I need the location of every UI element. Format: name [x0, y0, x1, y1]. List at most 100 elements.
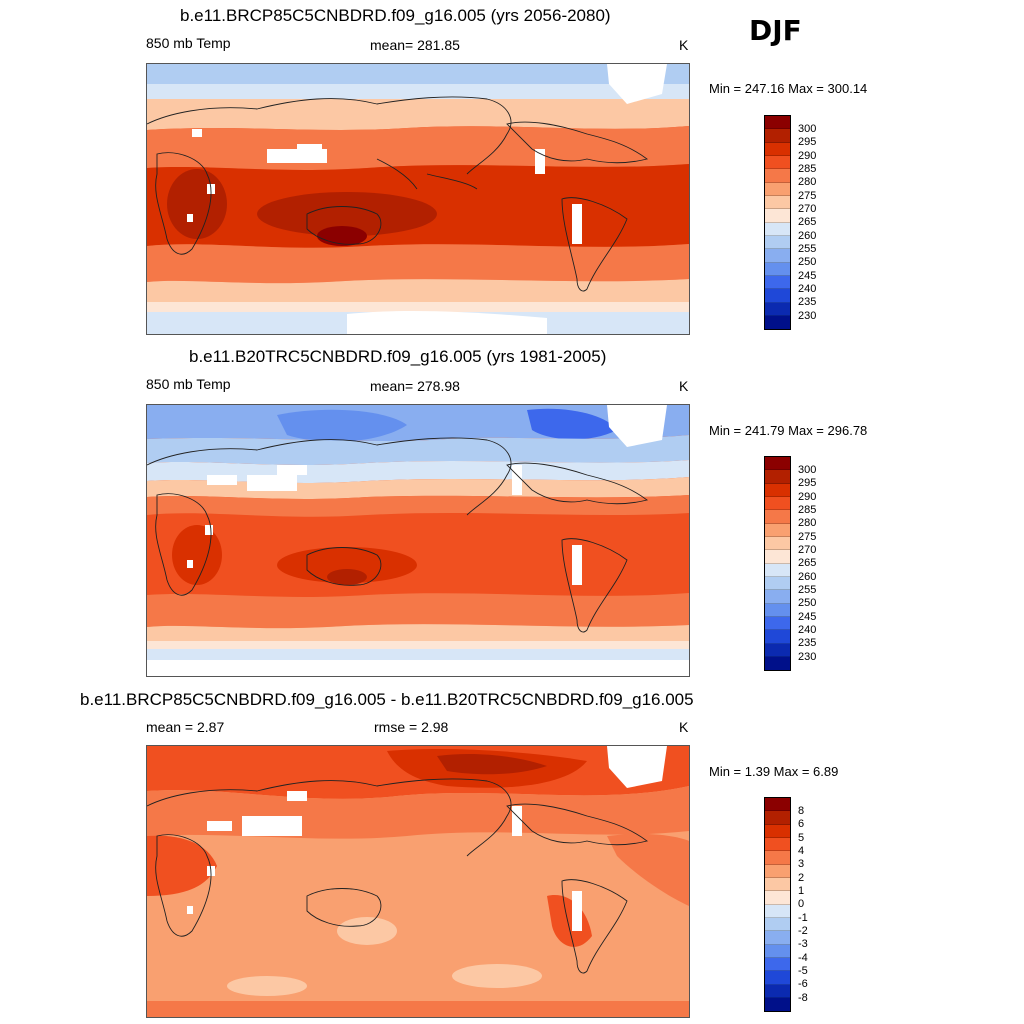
- panel-3-units-label: K: [679, 719, 689, 735]
- colorbar-tick-label: 290: [798, 150, 817, 162]
- colorbar-tick-label: 265: [798, 557, 817, 569]
- colorbar-swatch: [765, 315, 790, 330]
- colorbar-tick-label: 285: [798, 504, 817, 516]
- colorbar-swatch: [765, 275, 790, 290]
- colorbar-tick-label: 6: [798, 818, 805, 830]
- colorbar-tick-label: -5: [798, 965, 808, 977]
- colorbar-tick-label: 275: [798, 531, 817, 543]
- colorbar-swatch: [765, 249, 790, 263]
- panel-2-title: b.e11.B20TRC5CNBDRD.f09_g16.005 (yrs 198…: [189, 347, 607, 366]
- colorbar-tick-label: 3: [798, 858, 805, 870]
- colorbar-swatch: [765, 957, 790, 972]
- panel-1-variable-label: 850 mb Temp: [146, 35, 231, 51]
- panel-2-mean-label: mean= 278.98: [370, 378, 460, 394]
- colorbar-tick-label: 230: [798, 310, 817, 322]
- colorbar-tick-label: 265: [798, 216, 817, 228]
- colorbar-tick-label: 250: [798, 256, 817, 268]
- colorbar-swatch: [765, 904, 790, 918]
- colorbar-swatch: [765, 222, 790, 236]
- colorbar-tick-label: 230: [798, 651, 817, 663]
- colorbar-swatch: [765, 931, 790, 945]
- panel-1-mean-label: mean= 281.85: [370, 37, 460, 53]
- panel-3-rmse-label: rmse = 2.98: [374, 719, 449, 735]
- panel-2-units-label: K: [679, 378, 689, 394]
- colorbar-tick-label: 240: [798, 283, 817, 295]
- colorbar-swatch: [765, 195, 790, 210]
- colorbar-swatch: [765, 182, 790, 196]
- colorbar-swatch: [765, 116, 790, 130]
- colorbar-swatch: [765, 997, 790, 1012]
- colorbar-swatch: [765, 496, 790, 511]
- colorbar-tick-label: 300: [798, 464, 817, 476]
- panel-3-colorbar: [764, 797, 791, 1013]
- colorbar-swatch: [765, 536, 790, 551]
- colorbar-swatch: [765, 837, 790, 852]
- colorbar-swatch: [765, 944, 790, 958]
- colorbar-swatch: [765, 643, 790, 657]
- colorbar-swatch: [765, 798, 790, 812]
- colorbar-tick-label: -3: [798, 938, 808, 950]
- colorbar-tick-label: 250: [798, 597, 817, 609]
- colorbar-tick-label: -8: [798, 992, 808, 1004]
- colorbar-swatch: [765, 576, 790, 591]
- colorbar-tick-label: 5: [798, 832, 805, 844]
- colorbar-swatch: [765, 523, 790, 537]
- panel-1-map: [146, 63, 690, 335]
- colorbar-swatch: [765, 142, 790, 156]
- colorbar-swatch: [765, 603, 790, 617]
- colorbar-swatch: [765, 510, 790, 524]
- colorbar-tick-label: -2: [798, 925, 808, 937]
- colorbar-swatch: [765, 563, 790, 577]
- colorbar-swatch: [765, 169, 790, 183]
- colorbar-tick-label: -4: [798, 952, 808, 964]
- colorbar-tick-label: 285: [798, 163, 817, 175]
- panel-1-title: b.e11.BRCP85C5CNBDRD.f09_g16.005 (yrs 20…: [180, 6, 611, 25]
- colorbar-swatch: [765, 971, 790, 985]
- panel-3-map: [146, 745, 690, 1018]
- colorbar-tick-label: 260: [798, 230, 817, 242]
- colorbar-tick-label: 275: [798, 190, 817, 202]
- colorbar-tick-label: 4: [798, 845, 805, 857]
- colorbar-swatch: [765, 811, 790, 825]
- panel-3-minmax-label: Min = 1.39 Max = 6.89: [709, 764, 839, 779]
- panel-2-colorbar: [764, 456, 791, 672]
- panel-2-minmax-label: Min = 241.79 Max = 296.78: [709, 423, 868, 438]
- colorbar-swatch: [765, 864, 790, 878]
- colorbar-tick-label: 295: [798, 136, 817, 148]
- colorbar-tick-label: 255: [798, 584, 817, 596]
- colorbar-swatch: [765, 155, 790, 170]
- colorbar-swatch: [765, 630, 790, 644]
- panel-1-colorbar: [764, 115, 791, 331]
- panel-2-map: [146, 404, 690, 677]
- panel-1-units-label: K: [679, 37, 689, 53]
- colorbar-tick-label: 245: [798, 611, 817, 623]
- colorbar-swatch: [765, 917, 790, 932]
- colorbar-swatch: [765, 616, 790, 631]
- colorbar-swatch: [765, 550, 790, 564]
- colorbar-swatch: [765, 483, 790, 497]
- colorbar-tick-label: 245: [798, 270, 817, 282]
- colorbar-tick-label: 280: [798, 517, 817, 529]
- colorbar-swatch: [765, 262, 790, 276]
- colorbar-swatch: [765, 457, 790, 471]
- colorbar-tick-label: -6: [798, 978, 808, 990]
- colorbar-tick-label: 295: [798, 477, 817, 489]
- colorbar-swatch: [765, 891, 790, 905]
- panel-1-minmax-label: Min = 247.16 Max = 300.14: [709, 81, 868, 96]
- colorbar-tick-label: 235: [798, 296, 817, 308]
- colorbar-swatch: [765, 470, 790, 484]
- colorbar-tick-label: 8: [798, 805, 805, 817]
- colorbar-tick-label: 300: [798, 123, 817, 135]
- colorbar-swatch: [765, 656, 790, 671]
- colorbar-tick-label: 255: [798, 243, 817, 255]
- colorbar-swatch: [765, 209, 790, 223]
- panel-3-title: b.e11.BRCP85C5CNBDRD.f09_g16.005 - b.e11…: [80, 690, 694, 709]
- colorbar-tick-label: 270: [798, 203, 817, 215]
- colorbar-swatch: [765, 824, 790, 838]
- colorbar-swatch: [765, 289, 790, 303]
- colorbar-tick-label: 260: [798, 571, 817, 583]
- colorbar-tick-label: 240: [798, 624, 817, 636]
- colorbar-tick-label: 290: [798, 491, 817, 503]
- colorbar-swatch: [765, 851, 790, 865]
- colorbar-tick-label: 0: [798, 898, 805, 910]
